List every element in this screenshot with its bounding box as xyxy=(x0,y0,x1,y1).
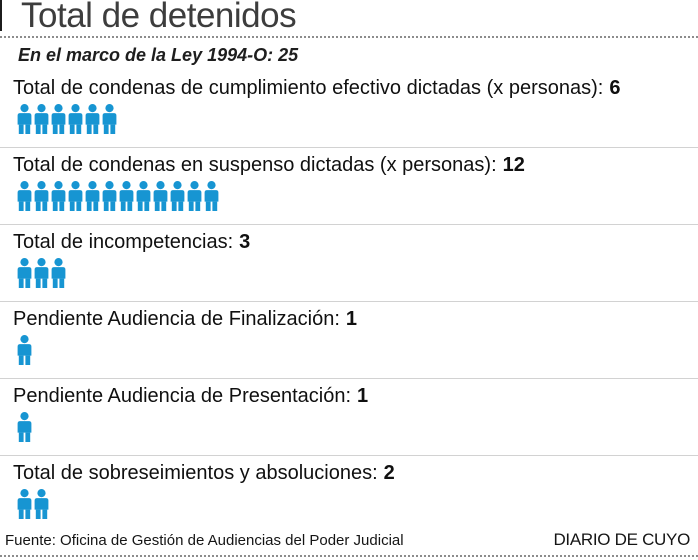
person-icon xyxy=(68,104,83,134)
icon-strip xyxy=(17,258,690,288)
row-value: 1 xyxy=(345,308,358,330)
person-icon xyxy=(204,181,219,211)
person-icon xyxy=(102,104,117,134)
table-row: Total de incompetencias: 3 xyxy=(0,225,698,302)
row-label-text: Total de condenas en suspenso dictadas (… xyxy=(13,154,497,176)
person-icon xyxy=(85,104,100,134)
row-label-text: Pendiente Audiencia de Presentación: xyxy=(13,385,352,407)
person-icon xyxy=(34,181,49,211)
table-row: Pendiente Audiencia de Finalización: 1 xyxy=(0,302,698,379)
row-value: 2 xyxy=(383,462,395,484)
row-label: Total de sobreseimientos y absoluciones:… xyxy=(13,460,690,486)
table-row: Total de condenas en suspenso dictadas (… xyxy=(0,148,698,225)
table-row: Total de sobreseimientos y absoluciones:… xyxy=(0,456,698,528)
row-value: 12 xyxy=(502,154,525,176)
person-icon xyxy=(153,181,168,211)
row-label: Pendiente Audiencia de Finalización: 1 xyxy=(13,306,690,332)
row-label: Total de condenas en suspenso dictadas (… xyxy=(13,152,690,178)
person-icon xyxy=(17,258,32,288)
subtitle: En el marco de la Ley 1994-O: 25 xyxy=(18,45,299,65)
person-icon xyxy=(17,181,32,211)
left-edge-mark xyxy=(0,0,2,31)
person-icon xyxy=(51,104,66,134)
row-label-text: Pendiente Audiencia de Finalización: xyxy=(13,308,340,330)
row-value: 1 xyxy=(357,385,369,407)
person-icon xyxy=(68,181,83,211)
person-icon xyxy=(170,181,185,211)
person-icon xyxy=(17,489,32,519)
footer: Fuente: Oficina de Gestión de Audiencias… xyxy=(5,530,690,550)
icon-strip xyxy=(17,181,690,211)
row-label-text: Total de sobreseimientos y absoluciones: xyxy=(13,462,378,484)
top-dotted-divider xyxy=(0,36,698,38)
row-label-text: Total de incompetencias: xyxy=(13,231,234,253)
person-icon xyxy=(34,489,49,519)
person-icon xyxy=(17,335,32,365)
row-label-text: Total de condenas de cumplimiento efecti… xyxy=(13,77,604,99)
person-icon xyxy=(85,181,100,211)
person-icon xyxy=(34,258,49,288)
person-icon xyxy=(51,258,66,288)
person-icon xyxy=(17,104,32,134)
footer-source: Fuente: Oficina de Gestión de Audiencias… xyxy=(5,532,404,549)
page-title: Total de detenidos xyxy=(21,0,297,35)
icon-strip xyxy=(17,104,690,134)
person-icon xyxy=(34,104,49,134)
person-icon xyxy=(119,181,134,211)
footer-brand: DIARIO DE CUYO xyxy=(553,530,690,549)
person-icon xyxy=(102,181,117,211)
person-icon xyxy=(136,181,151,211)
table-row: Total de condenas de cumplimiento efecti… xyxy=(0,71,698,148)
rows: Total de condenas de cumplimiento efecti… xyxy=(0,71,698,528)
row-value: 3 xyxy=(239,231,251,253)
row-label: Total de condenas de cumplimiento efecti… xyxy=(13,75,690,101)
person-icon xyxy=(187,181,202,211)
row-value: 6 xyxy=(609,77,621,99)
row-label: Total de incompetencias: 3 xyxy=(13,229,690,255)
person-icon xyxy=(51,181,66,211)
table-row: Pendiente Audiencia de Presentación: 1 xyxy=(0,379,698,456)
icon-strip xyxy=(17,489,690,519)
person-icon xyxy=(17,412,32,442)
bottom-dotted-divider xyxy=(0,555,698,557)
row-label: Pendiente Audiencia de Presentación: 1 xyxy=(13,383,690,409)
icon-strip xyxy=(17,412,690,442)
icon-strip xyxy=(17,335,690,365)
